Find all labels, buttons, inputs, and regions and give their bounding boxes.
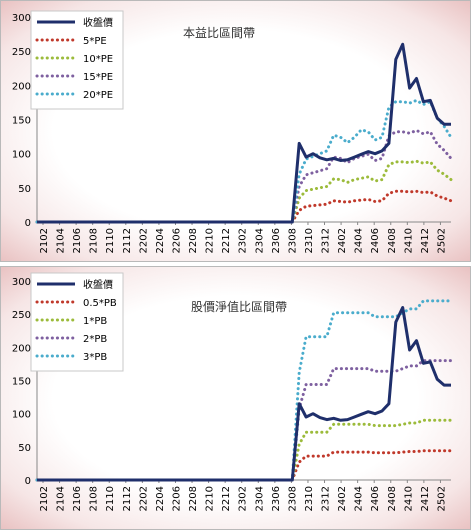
x-tick-label: 2102 [39, 228, 50, 253]
legend-label: 10*PE [83, 54, 113, 65]
x-tick-label: 2410 [403, 486, 414, 511]
y-tick-label: 300 [12, 277, 31, 288]
x-tick-label: 2106 [72, 486, 83, 511]
x-tick-label: 2212 [221, 486, 232, 511]
y-tick-label: 150 [12, 116, 31, 127]
x-tick-label: 2402 [337, 486, 348, 511]
x-tick-label: 2208 [188, 486, 199, 511]
x-tick-label: 2206 [171, 486, 182, 511]
pb-band-chart: 0 50 100 150 200 250 300 2102 2104 2106 2108 2110 21… [0, 266, 471, 530]
x-tick-label: 2202 [138, 228, 149, 253]
y-tick-label: 200 [12, 81, 31, 92]
x-tick-label: 2210 [205, 228, 216, 253]
y-tick-label: 250 [12, 47, 31, 58]
legend-box [30, 10, 124, 110]
legend-label: 1*PB [83, 316, 107, 327]
x-tick-label: 2204 [155, 486, 166, 511]
x-tick-label: 2212 [221, 228, 232, 253]
y-tick-label: 250 [12, 310, 31, 321]
x-tick-label: 2308 [287, 228, 298, 253]
series-line-3 [35, 128, 453, 224]
x-tick-label: 2302 [238, 486, 249, 511]
series-line-2 [35, 159, 453, 224]
legend-label: 5*PE [83, 36, 107, 47]
x-tick-label: 2112 [122, 228, 133, 253]
x-tick-label: 2202 [138, 486, 149, 511]
x-tick-label: 2102 [39, 486, 50, 511]
series-line-3 [35, 359, 453, 482]
legend-label: 2*PB [83, 334, 107, 345]
x-tick-label: 2404 [354, 486, 365, 511]
x-tick-label: 2312 [321, 486, 332, 511]
x-tick-label: 2408 [387, 486, 398, 511]
legend-label: 0.5*PB [83, 298, 117, 309]
chart-title: 本益比區間帶 [183, 26, 255, 40]
chart-title: 股價淨值比區間帶 [191, 299, 287, 314]
legend-box [30, 272, 124, 372]
x-tick-label: 2502 [436, 486, 447, 511]
legend-label: 20*PE [83, 90, 113, 101]
x-tick-label: 2112 [122, 486, 133, 511]
x-tick-label: 2302 [238, 228, 249, 253]
x-tick-label: 2108 [89, 486, 100, 511]
x-tick-label: 2204 [155, 228, 166, 253]
x-tick-label: 2304 [254, 486, 265, 511]
x-tick-label: 2306 [271, 486, 282, 511]
pb-band-chart-svg: 0 50 100 150 200 250 300 2102 2104 2106 2108 2110 21… [12, 272, 453, 511]
x-tick-label: 2208 [188, 228, 199, 253]
y-tick-label: 150 [12, 377, 31, 388]
series-line-1 [35, 189, 453, 224]
legend-label: 收盤價 [83, 278, 113, 291]
x-tick-label: 2310 [304, 486, 315, 511]
x-tick-label: 2308 [287, 486, 298, 511]
x-tick-label: 2206 [171, 228, 182, 253]
x-tick-label: 2406 [370, 228, 381, 253]
x-tick-label: 2412 [420, 486, 431, 511]
y-tick-label: 300 [12, 13, 31, 24]
x-tick-label: 2404 [354, 228, 365, 253]
x-tick-label: 2406 [370, 486, 381, 511]
x-tick-label: 2110 [105, 228, 116, 253]
x-tick-label: 2104 [56, 486, 67, 511]
pe-band-chart: 0 50 100 150 200 250 300 2102 2104 2106 2108 2110 21… [0, 0, 471, 262]
pe-band-chart-svg: 0 50 100 150 200 250 300 2102 2104 2106 2108 2110 21… [12, 10, 453, 253]
series-line-0 [37, 42, 451, 224]
series-line-4 [35, 299, 453, 482]
y-tick-label: 200 [12, 343, 31, 354]
y-tick-label: 50 [18, 184, 31, 195]
y-tick-label: 100 [12, 410, 31, 421]
x-tick-label: 2304 [254, 228, 265, 253]
legend-label: 收盤價 [83, 16, 113, 29]
x-tick-label: 2306 [271, 228, 282, 253]
x-tick-label: 2502 [436, 228, 447, 253]
x-tick-label: 2104 [56, 228, 67, 253]
x-tick-label: 2210 [205, 486, 216, 511]
x-tick-label: 2110 [105, 486, 116, 511]
x-tick-label: 2106 [72, 228, 83, 253]
series-line-0 [37, 306, 451, 482]
x-tick-label: 2108 [89, 228, 100, 253]
x-tick-label: 2310 [304, 228, 315, 253]
series-line-2 [35, 418, 453, 482]
y-tick-label: 100 [12, 150, 31, 161]
y-tick-label: 0 [25, 218, 31, 229]
x-tick-label: 2410 [403, 228, 414, 253]
y-tick-label: 0 [25, 476, 31, 487]
x-tick-label: 2408 [387, 228, 398, 253]
x-tick-label: 2412 [420, 228, 431, 253]
legend-label: 3*PB [83, 352, 107, 363]
series-line-1 [35, 449, 453, 482]
y-tick-label: 50 [18, 443, 31, 454]
legend-label: 15*PE [83, 72, 113, 83]
x-tick-label: 2402 [337, 228, 348, 253]
series-line-4 [35, 98, 453, 224]
x-tick-label: 2312 [321, 228, 332, 253]
